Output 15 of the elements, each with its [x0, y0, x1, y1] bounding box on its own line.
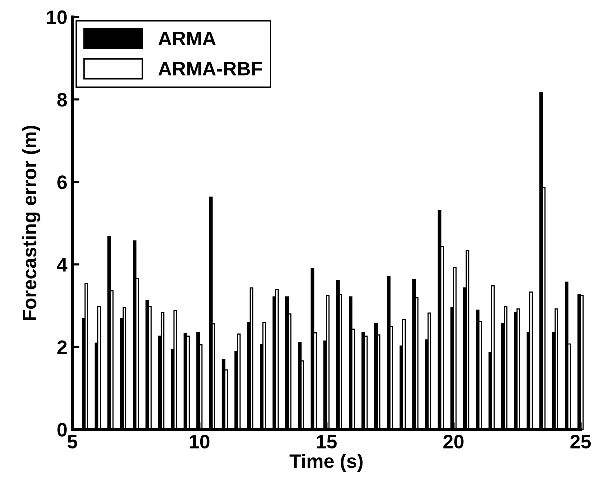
y-tick-label: 2	[58, 340, 67, 354]
x-tick-label: 20	[444, 435, 464, 449]
legend-label: ARMA-RBF	[158, 62, 262, 76]
legend-label: ARMA	[158, 32, 216, 46]
y-tick-label: 10	[47, 10, 67, 24]
x-tick-label: 10	[190, 435, 210, 449]
y-tick-label: 4	[57, 258, 68, 272]
x-tick-label: 5	[68, 435, 78, 449]
y-tick-label: 8	[58, 93, 68, 107]
x-tick-label: 25	[570, 435, 592, 449]
y-tick-label: 0	[58, 423, 67, 437]
x-tick-label: 15	[317, 435, 337, 449]
y-tick-label: 6	[58, 176, 68, 190]
x-axis-title: Time (s)	[290, 454, 363, 472]
y-axis-title: Forecasting error (m)	[22, 126, 41, 320]
